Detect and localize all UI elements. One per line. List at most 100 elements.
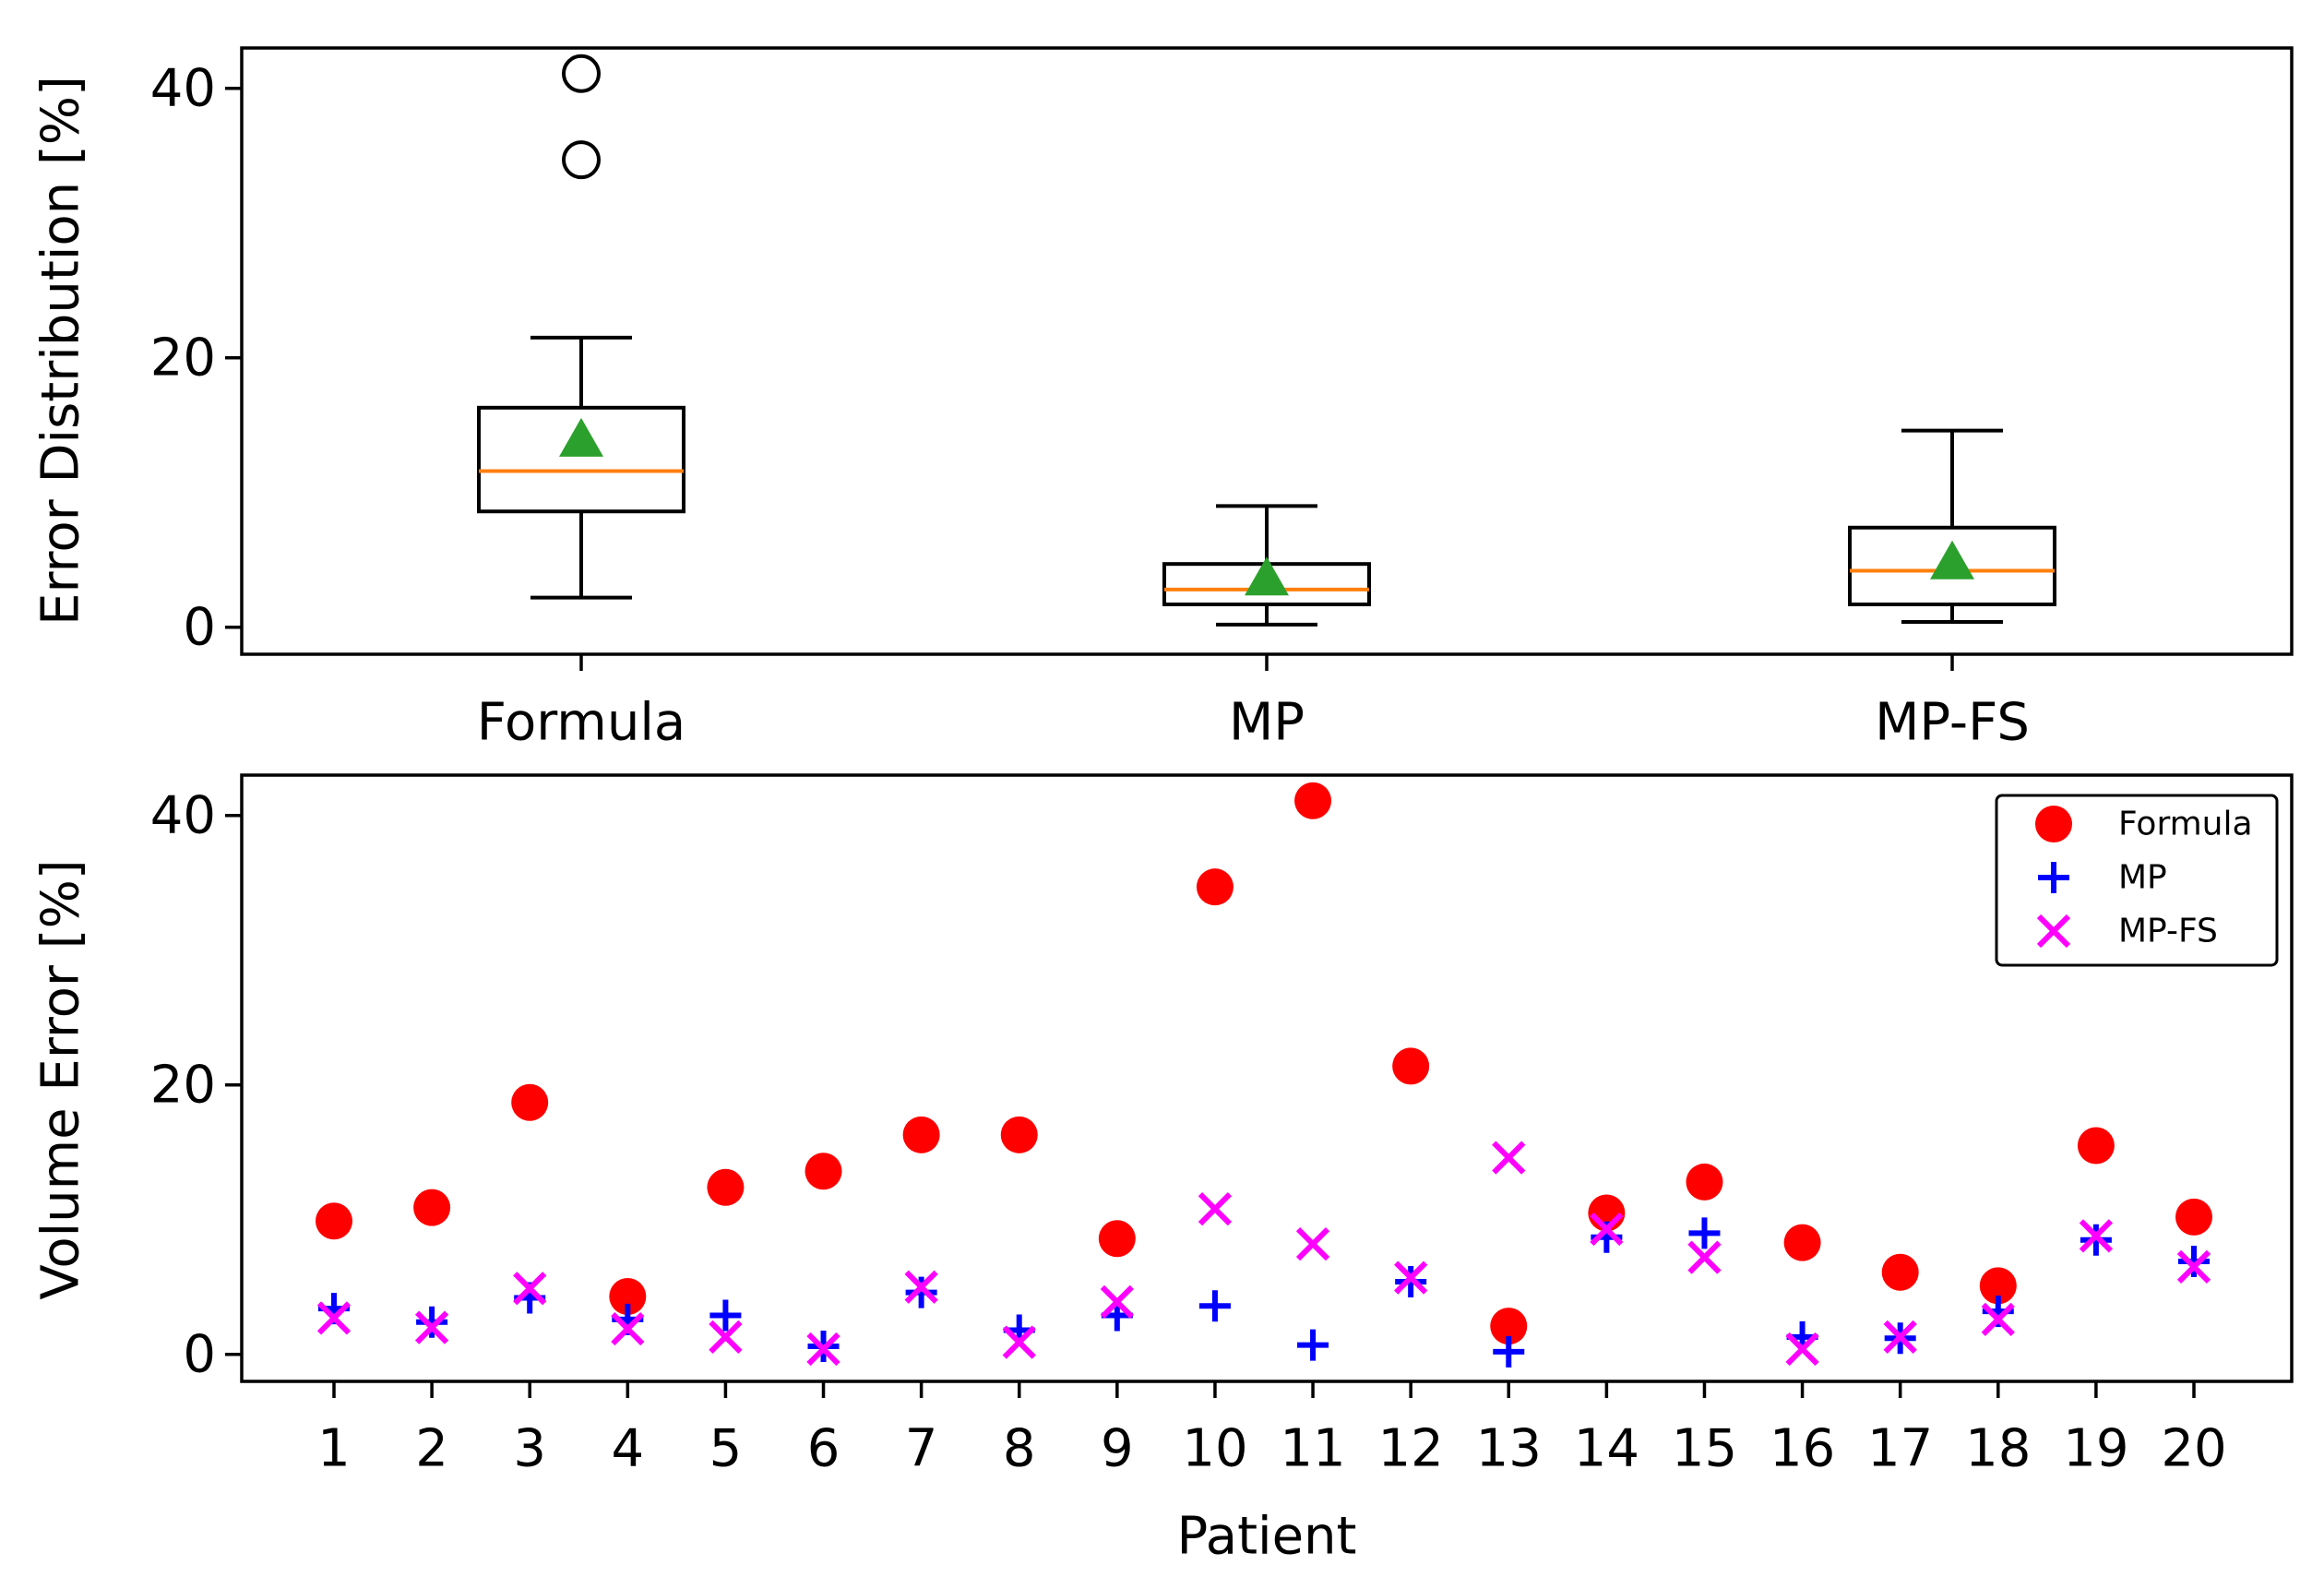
x-tick-label: 15 [1672,1419,1737,1479]
data-point-formula [707,1168,745,1206]
scatter-y-ticks: 0 20 40 [150,785,242,1384]
data-point-mp-fs [414,1310,449,1344]
legend-item-mp-fs: MP-FS [2036,913,2218,950]
data-point-mp [1198,1290,1231,1322]
x-tick-label: MP-FS [1875,693,2030,753]
legend: Formula MP MP-FS [1995,794,2279,967]
y-tick-label: 0 [183,1324,216,1384]
y-tick-label: 40 [150,58,216,118]
data-point-mp [2178,1246,2210,1278]
data-point-formula [413,1189,451,1226]
data-point-mp-fs [1981,1302,2015,1336]
x-tick-label: 1 [317,1419,351,1479]
x-tick-label: 9 [1101,1419,1134,1479]
data-point-formula [1196,868,1234,906]
data-point-mp-fs [904,1270,938,1304]
box-plot-y-axis-label: Error Distribution [%] [31,76,91,626]
box-iqr [1848,525,2056,606]
data-point-formula [1294,782,1332,819]
data-point-mp-fs [1394,1260,1428,1295]
scatter-plot-frame [240,773,2294,1383]
data-point-formula [2077,1127,2115,1165]
box-mp-fs [1848,428,2056,624]
data-point-formula [902,1116,940,1153]
x-tick-label: 20 [2161,1419,2226,1479]
data-point-mp-fs [1687,1240,1722,1274]
scatter-y-axis-label: Volume Error [%] [31,859,91,1299]
x-tick-label: 13 [1476,1419,1542,1479]
x-tick-label: 19 [2063,1419,2128,1479]
data-point-mp-fs [1198,1191,1233,1226]
x-tick-label: 5 [709,1419,743,1479]
data-point-mp-fs [2079,1219,2114,1253]
data-point-formula [1783,1224,1821,1261]
data-point-formula [1686,1163,1723,1201]
series-mp-fs [316,1141,2211,1367]
data-point-mp-fs [611,1311,645,1346]
x-tick-label: 18 [1965,1419,2031,1479]
series-formula [316,782,2212,1345]
box-mp [1162,504,1371,627]
scatter-x-ticks: 1 2 3 4 5 6 7 8 9 10 11 12 13 14 15 16 17 18 19 20 [317,1381,2227,1479]
box-formula [477,54,685,600]
x-tick-label: 12 [1378,1419,1444,1479]
data-point-mp-fs [709,1320,743,1354]
data-point-mp-fs [1295,1226,1330,1261]
data-point-formula [1979,1267,2017,1305]
x-tick-label: 10 [1182,1419,1247,1479]
legend-label: Formula [2118,806,2253,843]
data-point-formula [804,1153,842,1190]
x-tick-label: 11 [1280,1419,1345,1479]
x-tick-label: 14 [1574,1419,1639,1479]
mean-marker [1930,540,1974,579]
legend-item-mp: MP [2038,859,2167,897]
x-tick-label: Formula [477,693,685,753]
box-plot-y-ticks: 0 20 40 [150,58,242,657]
x-tick-label: 2 [415,1419,448,1479]
x-tick-label: 3 [513,1419,546,1479]
box-plot-area [477,54,2056,627]
data-point-formula [1392,1047,1430,1085]
data-point-mp-fs [2176,1249,2211,1284]
data-point-formula [1000,1116,1038,1153]
data-point-mp-fs [1883,1320,1917,1354]
data-point-formula [1881,1253,1919,1291]
data-point-mp-fs [316,1301,352,1335]
data-point-formula [316,1202,352,1240]
data-point-mp [1297,1329,1329,1361]
y-tick-label: 20 [150,328,216,388]
box-plot-x-ticks: Formula MP MP-FS [477,654,2030,753]
scatter-x-axis-label: Patient [1177,1507,1357,1567]
data-point-mp [1493,1335,1525,1368]
x-tick-label: 7 [905,1419,938,1479]
outlier-point [562,54,601,93]
x-tick-label: 4 [611,1419,644,1479]
mean-marker [559,417,603,457]
legend-frame [1995,794,2279,967]
legend-marker [2036,914,2071,949]
data-point-formula [511,1083,549,1121]
data-point-mp [905,1276,937,1308]
data-point-formula [1490,1308,1528,1345]
data-point-formula [2175,1198,2212,1236]
data-point-mp-fs [1492,1141,1526,1175]
box-plot-chart: 0 20 40 Formula MP MP-FS Error Distribution … [31,46,2294,753]
data-point-mp-fs [513,1272,547,1306]
x-tick-label: 17 [1867,1419,1933,1479]
data-point-mp [709,1299,742,1332]
y-tick-label: 0 [183,597,216,657]
data-point-mp [1395,1265,1427,1297]
legend-marker [2038,862,2069,893]
x-tick-label: 6 [807,1419,840,1479]
data-point-mp-fs [1785,1332,1819,1367]
data-point-mp-fs [1002,1325,1036,1359]
scatter-plot-area [316,782,2212,1368]
data-point-mp-fs [1590,1212,1624,1247]
data-point-mp-fs [806,1332,840,1367]
data-point-formula [609,1278,647,1316]
x-tick-label: 16 [1770,1419,1835,1479]
y-tick-label: 40 [150,785,216,845]
data-point-formula [1098,1220,1136,1258]
legend-item-formula: Formula [2035,806,2253,843]
